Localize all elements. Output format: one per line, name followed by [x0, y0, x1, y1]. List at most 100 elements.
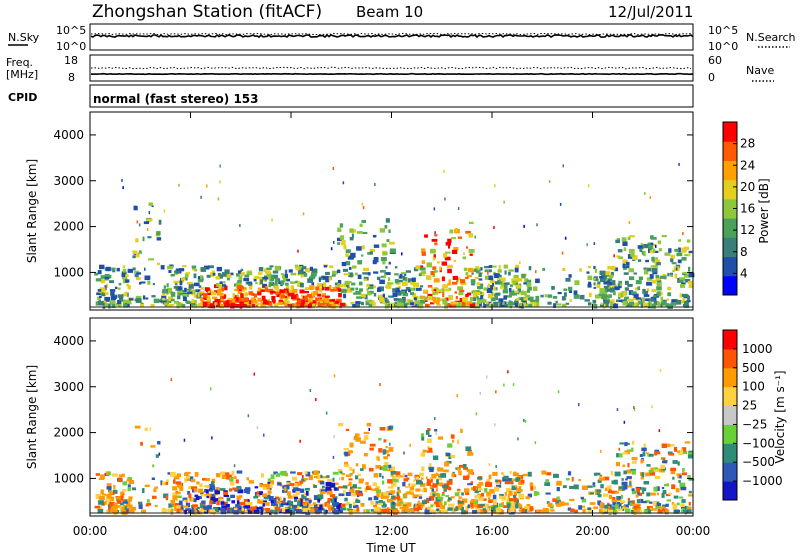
echo-cell: [513, 274, 519, 279]
echo-cell: [650, 235, 654, 240]
echo-cell: [633, 272, 637, 275]
echo-cell: [223, 491, 228, 497]
x-tick-label: 04:00: [173, 524, 208, 538]
echo-cell: [519, 261, 521, 265]
echo-cell: [426, 476, 428, 480]
echo-cell: [225, 274, 232, 278]
echo-cell: [647, 267, 652, 272]
echo-cell: [200, 297, 205, 301]
echo-cell: [209, 274, 214, 277]
echo-cell: [296, 483, 302, 486]
echo-cell: [325, 487, 332, 492]
echo-cell: [301, 478, 306, 482]
echo-cell: [384, 303, 389, 309]
echo-cell: [199, 302, 203, 307]
echo-cell: [158, 452, 161, 456]
echo-cell: [305, 471, 311, 477]
echo-cell: [285, 282, 289, 286]
echo-cell: [519, 302, 522, 307]
echo-cell: [363, 435, 367, 441]
echo-cell: [471, 290, 474, 294]
echo-cell: [657, 240, 662, 245]
echo-cell: [684, 278, 691, 283]
echo-cell: [680, 448, 683, 453]
echo-cell: [220, 507, 226, 511]
echo-cell: [334, 303, 339, 307]
echo-cell: [555, 303, 562, 306]
nave-tick-bottom: 0: [708, 71, 715, 84]
echo-cell: [383, 456, 388, 460]
echo-cell: [523, 506, 530, 511]
echo-cell: [417, 505, 423, 510]
colorbar-tick-label: −25: [742, 417, 767, 431]
nave-series-line: [90, 66, 692, 70]
echo-cell: [460, 506, 464, 511]
echo-cell: [186, 301, 193, 304]
echo-cell: [112, 489, 118, 494]
echo-cell: [445, 251, 451, 254]
echo-cell: [445, 452, 451, 456]
echo-cell: [313, 495, 320, 500]
echo-cell: [437, 496, 444, 500]
echo-cell: [227, 276, 230, 281]
echo-cell: [231, 500, 236, 504]
echo-cell: [153, 488, 157, 493]
echo-cell: [415, 488, 421, 492]
echo-cell: [433, 501, 440, 505]
echo-cell: [153, 298, 160, 304]
echo-cell: [503, 200, 505, 204]
echo-cell: [111, 303, 116, 309]
echo-cell: [204, 265, 210, 270]
echo-cell: [462, 297, 468, 302]
echo-cell: [658, 248, 662, 252]
echo-cell: [475, 266, 480, 271]
echo-cell: [126, 292, 129, 297]
echo-cell: [665, 493, 671, 497]
echo-cell: [626, 303, 632, 307]
echo-cell: [116, 500, 122, 504]
echo-cell: [547, 301, 552, 305]
echo-cell: [301, 268, 303, 272]
echo-cell: [257, 507, 263, 511]
echo-cell: [646, 492, 651, 497]
echo-cell: [505, 488, 512, 493]
echo-cell: [100, 279, 106, 284]
echo-cell: [198, 488, 204, 493]
echo-cell: [379, 279, 385, 285]
echo-cell: [127, 477, 133, 480]
echo-cell: [177, 506, 184, 511]
echo-cell: [601, 509, 604, 514]
echo-cell: [209, 500, 213, 505]
echo-cell: [244, 505, 251, 509]
echo-cell: [655, 257, 658, 260]
echo-cell: [106, 494, 112, 499]
echo-cell: [408, 289, 411, 293]
echo-cell: [578, 403, 580, 407]
echo-cell: [477, 297, 482, 300]
echo-cell: [380, 466, 384, 470]
echo-cell: [296, 505, 300, 510]
echo-cell: [540, 294, 544, 298]
echo-cell: [526, 303, 533, 308]
echo-cell: [456, 302, 462, 307]
echo-cell: [214, 490, 220, 495]
echo-cell: [285, 293, 290, 299]
echo-cell: [655, 504, 661, 509]
echo-cell: [375, 257, 379, 263]
echo-cell: [602, 508, 608, 512]
echo-cell: [435, 503, 440, 508]
echo-cell: [451, 472, 455, 478]
echo-cell: [563, 292, 567, 297]
echo-cell: [462, 302, 466, 307]
echo-cell: [255, 282, 258, 285]
echo-cell: [389, 466, 395, 471]
echo-cell: [418, 273, 422, 277]
echo-cell: [205, 303, 211, 307]
echo-cell: [535, 270, 537, 274]
echo-cell: [642, 489, 645, 495]
colorbar-tick-label: 28: [740, 137, 755, 151]
echo-cell: [211, 436, 213, 440]
echo-cell: [337, 469, 343, 472]
echo-cell: [311, 303, 316, 309]
echo-cell: [650, 265, 656, 268]
